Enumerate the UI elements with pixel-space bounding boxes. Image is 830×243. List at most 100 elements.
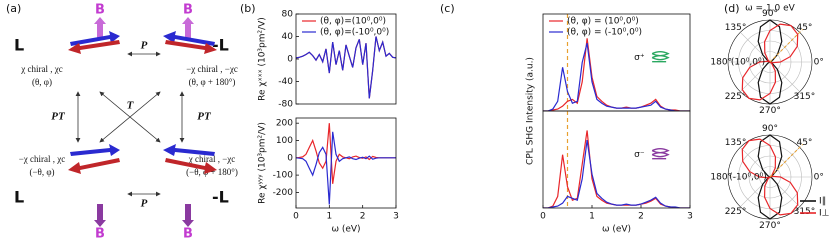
angles: (θ, φ) <box>32 77 52 87</box>
data-line <box>543 42 690 111</box>
angles: (−θ, φ) <box>29 167 54 177</box>
plot-frame <box>295 117 397 209</box>
handedness: -L <box>212 36 229 55</box>
legend-label: I⊥ <box>819 209 830 219</box>
operation-label: PT <box>197 111 212 123</box>
y-tick-label: -80 <box>278 100 293 110</box>
annotation: (10⁰,0⁰) <box>731 58 765 68</box>
helicity-icon <box>651 147 670 160</box>
angle-label: 0° <box>814 173 824 183</box>
polar-line <box>741 138 799 216</box>
annotation: σ⁻ <box>634 150 645 160</box>
angle-label: 90° <box>762 9 778 19</box>
y-tick-label: -100 <box>273 171 294 181</box>
polar-line <box>741 23 799 101</box>
y-axis-label: Re χʸʸʸ (10³pm²/V) <box>258 122 268 204</box>
angle-label: 180° <box>710 58 732 68</box>
spin-arrow <box>68 40 120 54</box>
panel-label: (c) <box>440 2 455 15</box>
data-line <box>296 123 396 184</box>
legend-label: (θ, φ)=(-10⁰,0⁰) <box>320 28 389 38</box>
field-label: B <box>183 3 193 18</box>
y-tick-label: 40 <box>282 32 294 42</box>
chart-title: ω = 1.0 eV <box>745 4 796 14</box>
guide-line <box>769 28 804 63</box>
angle-label: 225° <box>725 207 747 217</box>
y-tick-label: -40 <box>278 77 293 87</box>
angle-label: 135° <box>725 23 747 33</box>
field-arrow <box>94 17 106 40</box>
angle-label: 45° <box>796 23 812 33</box>
x-tick-label: 3 <box>393 212 399 222</box>
field-arrow <box>182 17 194 40</box>
angle-label: 270° <box>759 106 781 116</box>
y-tick-label: 0 <box>287 153 293 163</box>
spin-arrow <box>165 40 217 54</box>
symmetry-diagram: L -L L -L χ chiral , χc (θ, φ) −χ chiral… <box>14 3 238 242</box>
x-tick-label: 0 <box>293 212 299 222</box>
x-axis-label: ω (eV) <box>602 225 631 235</box>
x-tick-label: 1 <box>589 212 595 222</box>
panel-label: (a) <box>6 2 21 15</box>
angle-label: 315° <box>794 207 816 217</box>
operation-label: T <box>127 100 135 112</box>
x-axis-label: ω (eV) <box>331 225 360 235</box>
spin-arrow <box>70 31 120 46</box>
data-line <box>543 140 690 208</box>
angle-label: 270° <box>759 221 781 231</box>
panel-label: (d) <box>724 2 740 15</box>
field-label: B <box>183 227 193 242</box>
legend-label: I∥ <box>819 197 826 207</box>
guide-line <box>769 143 804 178</box>
handedness: L <box>14 36 24 55</box>
data-line <box>543 38 690 111</box>
x-tick-label: 2 <box>360 212 366 222</box>
chirality: χ chiral , χc <box>20 64 62 74</box>
panel-label: (b) <box>240 2 256 15</box>
data-line <box>296 36 396 99</box>
legend-label: (θ, φ) = (-10⁰,0⁰) <box>567 28 642 38</box>
angle-label: 180° <box>710 173 732 183</box>
legend-label: (θ, φ) = (10⁰,0⁰) <box>567 17 639 27</box>
angle-label: 45° <box>796 138 812 148</box>
field-label: B <box>95 227 105 242</box>
spin-arrow <box>163 31 215 46</box>
field-label: B <box>95 3 105 18</box>
plot-frame <box>542 110 691 209</box>
x-tick-label: 1 <box>326 212 332 222</box>
angle-label: 225° <box>725 92 747 102</box>
angle-label: 315° <box>794 92 816 102</box>
field-arrow <box>182 204 194 227</box>
field-arrow <box>94 204 106 227</box>
x-tick-label: 0 <box>540 212 546 222</box>
data-line <box>296 131 396 205</box>
angle-label: 135° <box>725 138 747 148</box>
x-tick-label: 2 <box>638 212 644 222</box>
annotation: σ⁺ <box>634 53 645 63</box>
x-tick-label: 3 <box>687 212 693 222</box>
handedness: L <box>14 188 24 207</box>
y-axis-label: Re χˣˣˣ (10³pm²/V) <box>258 17 268 101</box>
data-line <box>543 130 690 208</box>
plot-frame <box>295 13 397 105</box>
handedness: -L <box>212 188 229 207</box>
helicity-icon <box>651 50 670 63</box>
operation-arrow <box>99 91 161 143</box>
y-tick-label: 80 <box>282 10 294 20</box>
chirality: −χ chiral , χc <box>19 154 66 164</box>
angle-label: 90° <box>762 124 778 134</box>
angle-label: 0° <box>814 58 824 68</box>
y-tick-label: 100 <box>276 136 293 146</box>
angles: (θ, φ + 180°) <box>189 77 236 87</box>
spin-arrow <box>165 158 217 174</box>
operation-label: P <box>141 40 148 52</box>
operation-label: PT <box>51 111 66 123</box>
chirality: χ chiral , −χc <box>188 154 236 164</box>
y-tick-label: 200 <box>276 119 293 129</box>
y-axis-label: CPL SHG Intensity (a.u.) <box>526 57 536 165</box>
chirality: −χ chiral , −χc <box>186 64 238 74</box>
spin-arrow <box>70 144 120 156</box>
y-tick-label: -200 <box>273 188 294 198</box>
spin-arrow <box>163 144 215 156</box>
